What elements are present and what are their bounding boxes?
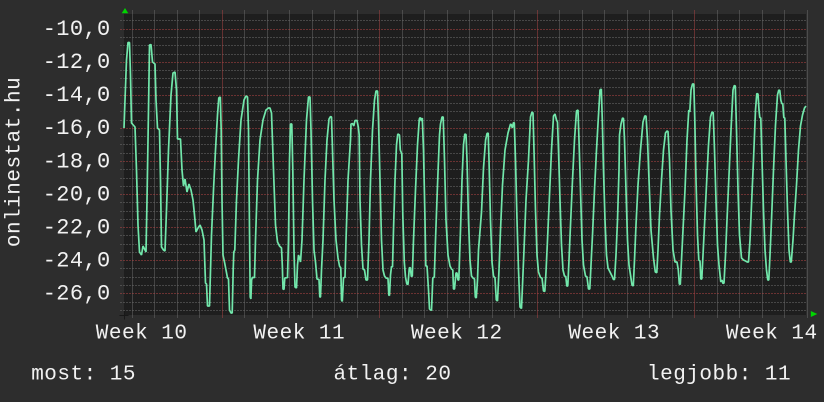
svg-text:-26,0: -26,0 <box>43 282 111 307</box>
svg-text:most: 15: most: 15 <box>31 364 136 387</box>
svg-text:Week 12: Week 12 <box>411 323 503 346</box>
svg-text:Week 14: Week 14 <box>726 323 818 346</box>
svg-text:-18,0: -18,0 <box>43 149 111 174</box>
svg-text:-20,0: -20,0 <box>43 182 111 207</box>
svg-text:Week 11: Week 11 <box>253 323 345 346</box>
svg-text:-16,0: -16,0 <box>43 116 111 141</box>
svg-text:legjobb: 11: legjobb: 11 <box>647 364 791 387</box>
svg-text:-10,0: -10,0 <box>43 17 111 42</box>
svg-text:-14,0: -14,0 <box>43 83 111 108</box>
svg-text:Week 13: Week 13 <box>568 323 660 346</box>
svg-text:Week 10: Week 10 <box>96 323 188 346</box>
svg-text:-22,0: -22,0 <box>43 215 111 240</box>
svg-text:átlag: 20: átlag: 20 <box>334 364 452 387</box>
svg-text:-12,0: -12,0 <box>43 50 111 75</box>
svg-text:onlinestat.hu: onlinestat.hu <box>4 77 27 247</box>
svg-text:-24,0: -24,0 <box>43 249 111 274</box>
